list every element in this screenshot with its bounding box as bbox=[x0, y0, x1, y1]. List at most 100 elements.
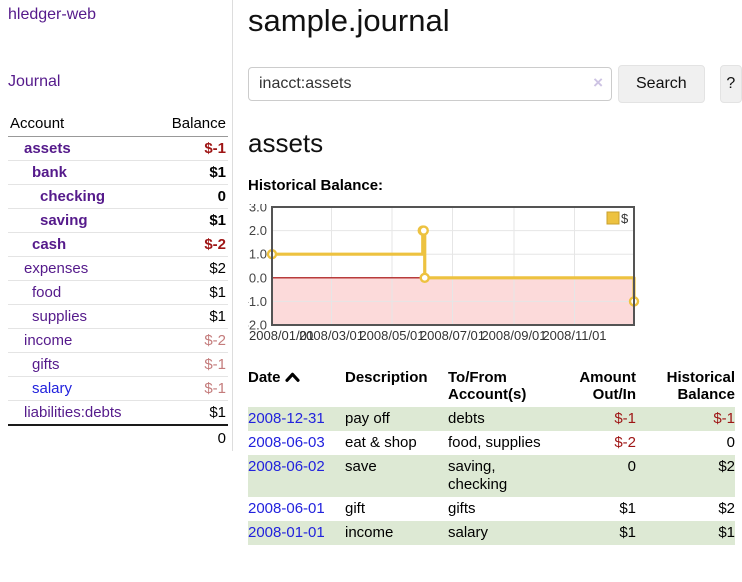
transaction-accounts: debts bbox=[448, 410, 485, 427]
account-row: salary $-1 bbox=[8, 376, 228, 401]
register-row: 2008-12-31 pay off debts $-1 $-1 bbox=[248, 407, 735, 431]
transaction-date-link[interactable]: 2008-06-01 bbox=[248, 500, 325, 517]
sidebar-account-link[interactable]: gifts bbox=[32, 356, 60, 373]
account-table-body: assets $-1 bank $1 checking 0 saving $1 cash $-2 e… bbox=[8, 136, 228, 426]
account-total-spacer bbox=[8, 424, 154, 451]
transaction-amount: $-2 bbox=[614, 434, 636, 451]
app: hledger-web Journal Account Balance asse… bbox=[0, 0, 742, 545]
transaction-balance: $-1 bbox=[713, 410, 735, 427]
sidebar: hledger-web Journal Account Balance asse… bbox=[0, 0, 233, 451]
account-row: liabilities:debts $1 bbox=[8, 400, 228, 426]
page-title: sample.journal bbox=[248, 3, 450, 38]
sort-ascending-icon bbox=[284, 372, 300, 382]
account-row: bank $1 bbox=[8, 160, 228, 185]
transaction-description: pay off bbox=[345, 410, 390, 427]
account-row: checking 0 bbox=[8, 184, 228, 209]
svg-text:0.0: 0.0 bbox=[249, 270, 267, 285]
transaction-description: save bbox=[345, 458, 377, 475]
transaction-accounts: salary bbox=[448, 524, 489, 541]
register-header-row: Date Description To/From Account(s) Amou… bbox=[248, 367, 735, 407]
transaction-description: income bbox=[345, 524, 394, 541]
transaction-date-link[interactable]: 2008-12-31 bbox=[248, 410, 325, 427]
search-input[interactable] bbox=[248, 67, 612, 101]
account-balance-value: $-1 bbox=[153, 136, 228, 161]
account-row: saving $1 bbox=[8, 208, 228, 233]
register-table-body: 2008-12-31 pay off debts $-1 $-1 2008-06-03 ea… bbox=[248, 407, 735, 545]
search-button[interactable]: Search bbox=[618, 65, 705, 103]
account-row: expenses $2 bbox=[8, 256, 228, 281]
account-row: gifts $-1 bbox=[8, 352, 228, 377]
sidebar-account-link[interactable]: checking bbox=[40, 188, 106, 205]
svg-text:$: $ bbox=[621, 211, 629, 226]
transaction-accounts: food, supplies bbox=[448, 434, 541, 451]
balance-column-header: Balance bbox=[153, 112, 228, 137]
transaction-date-link[interactable]: 2008-01-01 bbox=[248, 524, 325, 541]
account-row: income $-2 bbox=[8, 328, 228, 353]
transaction-amount: $-1 bbox=[614, 410, 636, 427]
sidebar-account-link[interactable]: assets bbox=[24, 140, 71, 157]
column-header-date[interactable]: Date bbox=[248, 367, 345, 407]
transaction-description: gift bbox=[345, 500, 366, 517]
sidebar-account-link[interactable]: bank bbox=[32, 164, 68, 181]
historical-balance-chart: $3.0 2.0 1.0 0.0 -1.0 -2.02008/01/012008/03/0… bbox=[248, 204, 640, 343]
sidebar-item-journal[interactable]: Journal bbox=[8, 73, 61, 90]
account-row: cash $-2 bbox=[8, 232, 228, 257]
transaction-amount: 0 bbox=[627, 458, 636, 475]
svg-text:1.0: 1.0 bbox=[249, 247, 267, 262]
svg-text:2008/09/01: 2008/09/01 bbox=[481, 328, 546, 343]
sidebar-account-link[interactable]: food bbox=[32, 284, 62, 301]
transaction-balance: $2 bbox=[718, 458, 735, 475]
svg-text:-2.0: -2.0 bbox=[248, 318, 267, 333]
sidebar-account-link[interactable]: expenses bbox=[24, 260, 89, 277]
svg-text:2.0: 2.0 bbox=[249, 223, 267, 238]
account-balance-value: $-1 bbox=[153, 352, 228, 377]
account-balance-value: 0 bbox=[153, 184, 228, 209]
register-table: Date Description To/From Account(s) Amou… bbox=[248, 367, 735, 545]
transaction-date-link[interactable]: 2008-06-03 bbox=[248, 434, 325, 451]
svg-text:3.0: 3.0 bbox=[249, 204, 267, 215]
transaction-date-link[interactable]: 2008-06-02 bbox=[248, 458, 325, 475]
help-button[interactable]: ? bbox=[719, 65, 742, 103]
account-balance-value: $-1 bbox=[153, 376, 228, 401]
svg-text:2008/03/01: 2008/03/01 bbox=[299, 328, 364, 343]
app-brand-link[interactable]: hledger-web bbox=[8, 6, 97, 23]
account-balance-value: $1 bbox=[153, 280, 228, 305]
account-total-row: 0 bbox=[8, 424, 228, 451]
sidebar-account-link[interactable]: cash bbox=[32, 236, 67, 253]
account-row: supplies $1 bbox=[8, 304, 228, 329]
account-balance-value: $-2 bbox=[153, 232, 228, 257]
svg-text:2008/11/01: 2008/11/01 bbox=[542, 328, 606, 343]
account-row: assets $-1 bbox=[8, 136, 228, 161]
transaction-accounts: gifts bbox=[448, 500, 476, 517]
sidebar-account-link[interactable]: income bbox=[24, 332, 73, 349]
sidebar-account-link[interactable]: supplies bbox=[32, 308, 88, 325]
clear-search-icon[interactable]: × bbox=[593, 73, 603, 92]
register-row: 2008-06-03 eat & shop food, supplies $-2 0 bbox=[248, 431, 735, 455]
column-header-balance: Historical Balance bbox=[666, 369, 735, 403]
sidebar-account-link[interactable]: liabilities:debts bbox=[24, 404, 122, 421]
svg-text:-1.0: -1.0 bbox=[248, 294, 267, 309]
account-column-header: Account bbox=[8, 112, 154, 137]
register-row: 2008-06-02 save saving, checking 0 $2 bbox=[248, 455, 735, 497]
sidebar-account-link[interactable]: salary bbox=[32, 380, 73, 397]
svg-text:2008/05/01: 2008/05/01 bbox=[359, 328, 424, 343]
svg-text:2008/07/01: 2008/07/01 bbox=[420, 328, 485, 343]
column-header-amount: Amount Out/In bbox=[579, 369, 636, 403]
transaction-amount: $1 bbox=[619, 524, 636, 541]
account-balance-value: $1 bbox=[153, 304, 228, 329]
account-balance-value: $-2 bbox=[153, 328, 228, 353]
register-row: 2008-01-01 income salary $1 $1 bbox=[248, 521, 735, 545]
transaction-accounts: saving, checking bbox=[448, 458, 508, 493]
sidebar-account-link[interactable]: saving bbox=[40, 212, 88, 229]
transaction-balance: 0 bbox=[726, 434, 735, 451]
account-heading: assets bbox=[248, 128, 324, 158]
column-header-accounts: To/From Account(s) bbox=[448, 369, 527, 403]
search-form: × Search ? bbox=[248, 65, 742, 103]
svg-text:2008/01/01: 2008/01/01 bbox=[249, 328, 314, 343]
account-total-value: 0 bbox=[153, 424, 228, 451]
account-row: food $1 bbox=[8, 280, 228, 305]
account-balance-table: Account Balance assets $-1 bank $1 checking 0… bbox=[8, 112, 228, 451]
account-balance-value: $1 bbox=[153, 208, 228, 233]
chart-heading: Historical Balance: bbox=[248, 177, 384, 194]
transaction-balance: $1 bbox=[718, 524, 735, 541]
